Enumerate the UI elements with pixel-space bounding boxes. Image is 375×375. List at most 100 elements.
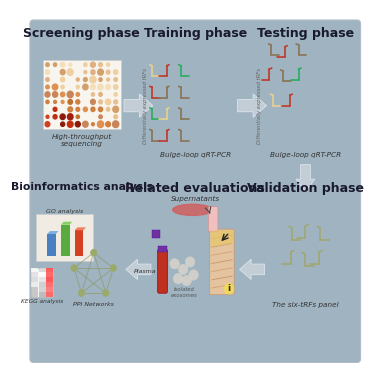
- Circle shape: [76, 100, 80, 104]
- Polygon shape: [240, 259, 265, 279]
- Bar: [46, 278, 53, 282]
- Circle shape: [61, 122, 64, 126]
- Circle shape: [224, 284, 234, 294]
- Text: Related evaluations: Related evaluations: [125, 182, 265, 195]
- Text: Bulge-loop qRT-PCR: Bulge-loop qRT-PCR: [160, 152, 231, 158]
- Bar: [32, 282, 38, 287]
- Text: The six-tRFs panel: The six-tRFs panel: [272, 302, 339, 308]
- Bar: [152, 230, 160, 238]
- Circle shape: [67, 91, 73, 98]
- Circle shape: [99, 100, 102, 104]
- Circle shape: [106, 63, 109, 66]
- Bar: [46, 282, 53, 287]
- FancyBboxPatch shape: [30, 20, 360, 363]
- Circle shape: [106, 108, 110, 111]
- Circle shape: [113, 106, 118, 112]
- Bar: [75, 230, 83, 256]
- FancyBboxPatch shape: [209, 207, 218, 232]
- Circle shape: [53, 84, 58, 90]
- Circle shape: [99, 115, 102, 118]
- FancyBboxPatch shape: [43, 60, 120, 129]
- Circle shape: [60, 69, 65, 75]
- FancyBboxPatch shape: [158, 249, 167, 293]
- Circle shape: [98, 84, 103, 90]
- Circle shape: [91, 84, 95, 90]
- Circle shape: [99, 63, 102, 67]
- Circle shape: [46, 78, 49, 81]
- Circle shape: [114, 93, 117, 96]
- Circle shape: [61, 92, 65, 97]
- Circle shape: [114, 85, 118, 89]
- Text: Validation phase: Validation phase: [247, 182, 364, 195]
- Circle shape: [99, 107, 103, 112]
- Circle shape: [84, 70, 87, 74]
- Circle shape: [106, 84, 110, 90]
- Text: i: i: [227, 284, 231, 293]
- Text: KEGG analysis: KEGG analysis: [21, 299, 63, 304]
- Bar: [39, 278, 46, 282]
- Circle shape: [106, 70, 110, 74]
- Circle shape: [98, 121, 104, 128]
- Circle shape: [45, 92, 50, 97]
- Circle shape: [46, 115, 49, 118]
- Text: PPI Networks: PPI Networks: [73, 302, 114, 307]
- Circle shape: [170, 259, 179, 269]
- Circle shape: [92, 123, 94, 126]
- Circle shape: [75, 122, 80, 127]
- Circle shape: [78, 290, 85, 296]
- Text: Training phase: Training phase: [144, 27, 247, 40]
- Bar: [46, 273, 53, 277]
- Circle shape: [60, 114, 65, 120]
- Bar: [39, 267, 46, 272]
- Polygon shape: [238, 94, 267, 117]
- Text: Isolated
exosomes: Isolated exosomes: [171, 287, 198, 298]
- Text: Screening phase: Screening phase: [23, 27, 140, 40]
- Bar: [32, 273, 38, 277]
- Bar: [32, 287, 38, 292]
- Circle shape: [91, 70, 95, 74]
- Circle shape: [76, 78, 79, 81]
- Circle shape: [45, 70, 50, 74]
- Polygon shape: [126, 259, 151, 279]
- Circle shape: [105, 99, 111, 105]
- Bar: [32, 267, 38, 272]
- Circle shape: [84, 78, 87, 81]
- Circle shape: [114, 78, 117, 81]
- FancyBboxPatch shape: [36, 214, 93, 261]
- Polygon shape: [124, 94, 153, 117]
- Circle shape: [53, 63, 57, 66]
- Circle shape: [90, 249, 97, 256]
- Text: Differentially expressed tRFs: Differentially expressed tRFs: [143, 68, 148, 144]
- Bar: [31, 267, 53, 297]
- Text: Testing phase: Testing phase: [257, 27, 354, 40]
- Circle shape: [84, 63, 87, 66]
- Circle shape: [76, 115, 79, 118]
- Circle shape: [114, 115, 117, 119]
- Bar: [39, 282, 46, 287]
- Bar: [39, 292, 46, 297]
- Circle shape: [82, 121, 88, 127]
- Circle shape: [112, 121, 119, 128]
- Circle shape: [69, 63, 72, 66]
- Bar: [32, 278, 38, 282]
- Circle shape: [99, 93, 102, 96]
- Ellipse shape: [172, 204, 212, 215]
- Circle shape: [46, 85, 49, 89]
- Circle shape: [61, 77, 65, 82]
- Circle shape: [60, 62, 65, 67]
- Circle shape: [173, 273, 183, 284]
- Circle shape: [46, 63, 49, 66]
- Circle shape: [99, 78, 102, 81]
- Text: Bulge-loop qRT-PCR: Bulge-loop qRT-PCR: [270, 152, 341, 158]
- Circle shape: [67, 69, 73, 75]
- Circle shape: [45, 122, 50, 127]
- Polygon shape: [47, 231, 58, 234]
- Bar: [61, 225, 69, 256]
- Circle shape: [114, 100, 117, 104]
- Circle shape: [189, 270, 198, 280]
- Bar: [32, 292, 38, 297]
- Circle shape: [46, 100, 49, 104]
- Circle shape: [182, 275, 192, 286]
- Circle shape: [106, 122, 110, 127]
- Bar: [39, 287, 46, 292]
